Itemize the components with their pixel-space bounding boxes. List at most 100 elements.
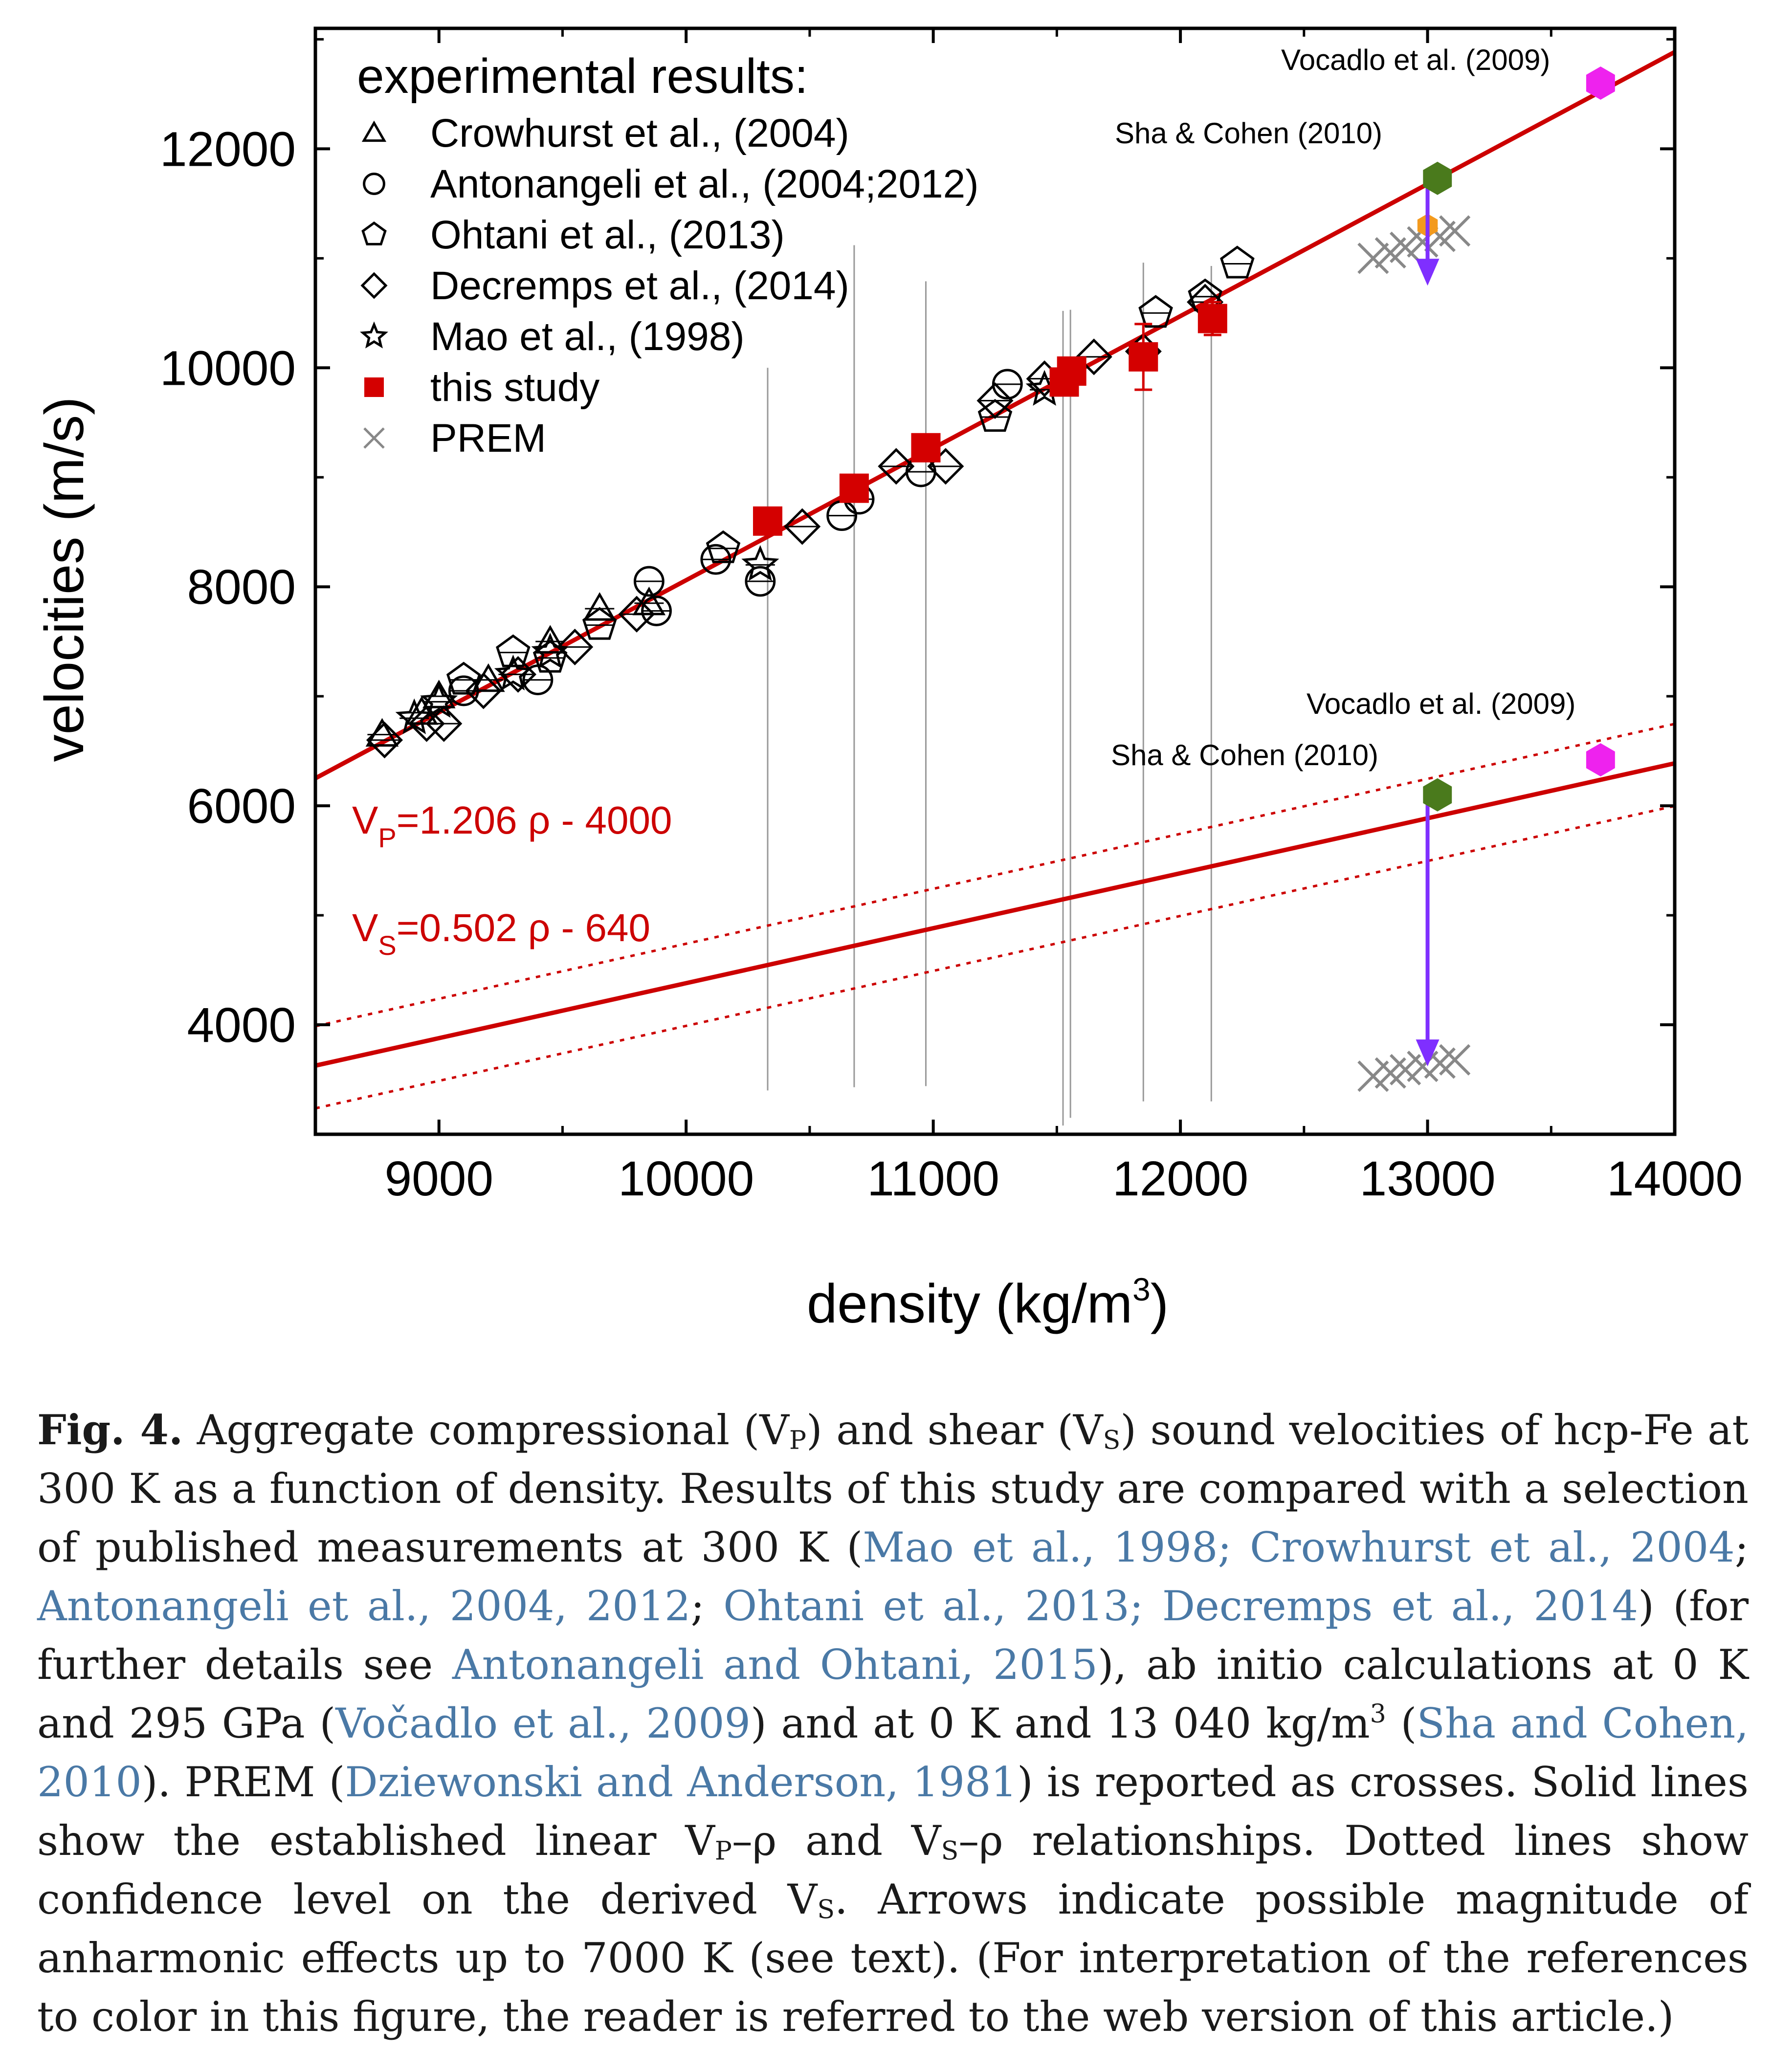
equation-v: V <box>352 906 378 949</box>
marker-diamond <box>556 628 594 665</box>
legend-title: experimental results: <box>357 49 808 104</box>
marker-circle <box>641 595 672 626</box>
cross-stroke <box>1389 231 1421 264</box>
caption-sub: P <box>789 1426 806 1455</box>
cross-stroke <box>1439 215 1471 247</box>
marker-cross <box>1439 215 1471 247</box>
x-tick-label: 14000 <box>1607 1151 1743 1206</box>
caption-reference-link[interactable]: Dziewonski and Anderson, 1981 <box>345 1758 1017 1806</box>
caption-reference-link[interactable]: Vočadlo et al., 2009 <box>335 1699 751 1747</box>
fit-lines <box>314 50 1676 1110</box>
equation-sub: S <box>378 930 396 961</box>
caption-reference-link[interactable]: Antonangeli and Ohtani, 2015 <box>452 1641 1098 1689</box>
caption-reference-link[interactable]: Sha and Cohen, 2010 <box>37 1699 1749 1806</box>
caption-text: ( <box>1386 1699 1417 1747</box>
x-axis-label: density (kg/m3) <box>807 1271 1169 1334</box>
anharmonic-arrow-head <box>1416 1039 1440 1067</box>
marker-square <box>839 473 869 503</box>
marker-star <box>359 321 389 349</box>
marker-hexagon <box>1423 778 1452 812</box>
legend: experimental results: Crowhurst et al., (… <box>357 49 979 461</box>
caption-sub: S <box>941 1836 959 1866</box>
caption-text: ) and shear (V <box>806 1406 1103 1454</box>
equation-rest: =1.206 ρ - 4000 <box>397 798 672 842</box>
marker-diamond <box>465 672 502 709</box>
marker-hexagon <box>1423 161 1452 195</box>
marker-hexagon <box>1586 66 1615 100</box>
annotations: Vocadlo et al. (2009) Sha & Cohen (2010) V… <box>352 44 1575 961</box>
marker-diamond <box>360 272 388 299</box>
caption-reference-link[interactable]: Mao et al., 1998; Crowhurst et al., 2004 <box>863 1523 1735 1571</box>
marker-diamond <box>618 595 655 633</box>
marker-square <box>1197 304 1227 333</box>
vp-vocadlo-label: Vocadlo et al. (2009) <box>1281 44 1550 76</box>
caption-sup: 3 <box>1370 1699 1386 1729</box>
marker-circle <box>700 544 731 575</box>
caption-text: ) is reported as crosses. Solid lines sh… <box>37 1758 1749 1865</box>
marker-pentagon <box>582 607 617 640</box>
x-axis-label-end: ) <box>1151 1273 1169 1334</box>
y-tick-label: 12000 <box>160 122 296 176</box>
caption-text: ) sound velocities of hcp-Fe at 300 K as… <box>37 1406 1749 1571</box>
vs-equation: VS=0.502 ρ - 640 <box>352 906 650 961</box>
marker-hexagon <box>1586 743 1615 777</box>
vs-vocadlo-label: Vocadlo et al. (2009) <box>1307 687 1575 720</box>
marker-pentagon <box>496 634 531 667</box>
axis-ticks: 9000 10000 11000 12000 13000 14000 4000 6000 800… <box>160 28 1743 1206</box>
marker-square <box>1129 342 1158 372</box>
legend-entry-label: Ohtani et al., (2013) <box>430 213 785 257</box>
marker-pentagon <box>446 661 481 695</box>
marker-diamond <box>878 448 915 485</box>
ab-initio-and-arrows <box>1416 66 1615 1067</box>
y-tick-label: 8000 <box>187 560 296 615</box>
marker-circle <box>363 173 385 195</box>
vs-sha-cohen-label: Sha & Cohen (2010) <box>1111 739 1378 771</box>
x-axis-label-sup: 3 <box>1132 1271 1151 1307</box>
cross-stroke <box>1439 1044 1471 1076</box>
vp-sha-cohen-label: Sha & Cohen (2010) <box>1115 117 1382 150</box>
equation-v: V <box>352 798 378 842</box>
marker-cross <box>1357 242 1389 274</box>
figure-caption: Fig. 4. Aggregate compressional (VP) and… <box>37 1401 1749 2046</box>
y-tick-label: 10000 <box>160 341 296 396</box>
marker-diamond <box>784 508 821 545</box>
marker-pentagon <box>977 399 1013 432</box>
caption-text: ; <box>690 1582 724 1630</box>
marker-square <box>1057 356 1086 386</box>
x-tick-label: 9000 <box>384 1151 493 1206</box>
marker-star <box>395 698 433 734</box>
caption-text: Aggregate compressional (V <box>183 1406 789 1454</box>
marker-circle <box>633 566 665 597</box>
legend-entry-label: Decremps et al., (2014) <box>430 264 849 308</box>
caption-reference-link[interactable]: Ohtani et al., 2013; Decremps et al., 20… <box>723 1582 1639 1630</box>
caption-text: ) (for further details see <box>37 1582 1749 1689</box>
x-tick-label: 10000 <box>618 1151 754 1206</box>
legend-entry-label: PREM <box>430 416 546 461</box>
marker-square <box>364 377 384 397</box>
marker-pentagon <box>1220 245 1255 279</box>
legend-entry-label: Crowhurst et al., (2004) <box>430 111 849 155</box>
marker-circle <box>745 566 776 597</box>
marker-diamond <box>425 705 463 742</box>
marker-cross <box>1389 231 1421 264</box>
marker-triangle <box>361 120 387 142</box>
caption-sub: P <box>714 1836 732 1866</box>
vs-fit-line <box>315 761 1675 1068</box>
plot-frame <box>313 26 1677 1136</box>
velocity-density-chart: 9000 10000 11000 12000 13000 14000 4000 6000 800… <box>34 26 1743 1334</box>
marker-square <box>753 506 782 536</box>
caption-text: . Arrows indicate possible magnitude of … <box>37 1875 1749 2041</box>
caption-sub: S <box>817 1895 835 1925</box>
marker-triangle <box>422 680 456 708</box>
legend-entry-label: Antonangeli et al., (2004;2012) <box>430 162 979 206</box>
caption-text: ) and at 0 K and 13 040 kg/m <box>751 1699 1370 1747</box>
marker-pentagon <box>1138 295 1173 328</box>
y-tick-label: 4000 <box>187 998 296 1053</box>
caption-reference-link[interactable]: Antonangeli et al., 2004, 2012 <box>37 1582 691 1630</box>
marker-cross <box>363 427 385 449</box>
marker-diamond <box>976 382 1014 419</box>
marker-diamond <box>366 722 403 759</box>
marker-star <box>531 633 569 669</box>
marker-diamond <box>1075 338 1112 375</box>
x-tick-label: 12000 <box>1112 1151 1248 1206</box>
